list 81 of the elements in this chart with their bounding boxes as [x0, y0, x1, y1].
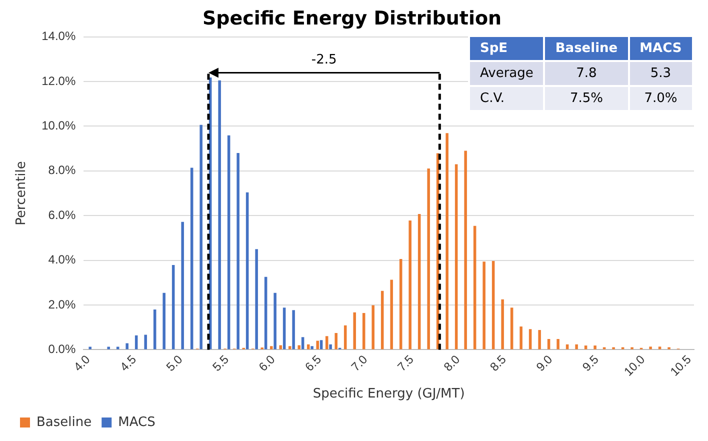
- bar: [246, 192, 249, 350]
- x-tick-label: 7.0: [348, 352, 370, 374]
- y-tick-label: 6.0%: [48, 208, 76, 222]
- annotation: -2.5: [311, 52, 337, 68]
- bar: [399, 258, 402, 350]
- bar: [528, 329, 532, 350]
- annotation: C.V.: [469, 86, 544, 111]
- bar: [492, 260, 495, 350]
- bar: [372, 305, 374, 350]
- y-tick-label: 8.0%: [48, 163, 76, 178]
- x-tick-label: 7.5: [394, 352, 417, 374]
- x-tick-label: 8.5: [487, 352, 510, 374]
- bar: [329, 344, 332, 350]
- y-tick-label: 12.0%: [42, 74, 76, 88]
- bar: [446, 133, 448, 350]
- bar: [408, 220, 412, 350]
- bar: [282, 308, 286, 350]
- x-tick-label: 5.5: [210, 352, 232, 374]
- bar: [126, 343, 128, 350]
- x-tick-label: 6.0: [256, 352, 278, 374]
- bar: [200, 124, 202, 350]
- bar: [292, 310, 295, 350]
- x-tick-label: 8.0: [440, 352, 463, 374]
- bar: [464, 150, 467, 350]
- annotation: Average: [469, 60, 544, 86]
- annotation: 7.0%: [628, 86, 693, 111]
- bar: [454, 164, 458, 350]
- bar: [473, 226, 476, 350]
- bar: [264, 276, 268, 350]
- x-tick-label: 5.0: [163, 352, 186, 374]
- bar: [298, 345, 300, 350]
- annotation: MACS: [628, 36, 693, 61]
- bar: [227, 135, 230, 350]
- bar: [218, 80, 221, 350]
- bar: [181, 222, 184, 350]
- legend-label: Baseline: [36, 414, 92, 430]
- bar: [190, 168, 194, 350]
- bar: [501, 299, 504, 350]
- chart-title: Specific Energy Distribution: [202, 7, 502, 30]
- y-tick-label: 14.0%: [42, 29, 76, 44]
- bar: [427, 168, 430, 350]
- bar: [310, 346, 314, 350]
- bar: [279, 345, 282, 350]
- y-tick-label: 2.0%: [48, 297, 76, 312]
- bar: [538, 330, 541, 350]
- x-tick-label: 6.5: [302, 352, 324, 374]
- x-tick-label: 4.5: [117, 352, 140, 374]
- x-axis-title: Specific Energy (GJ/MT): [312, 386, 465, 402]
- y-axis-title: Percentile: [14, 161, 30, 226]
- bar: [594, 345, 596, 350]
- y-tick-label: 4.0%: [48, 252, 76, 267]
- x-tick-label: 9.5: [580, 352, 602, 374]
- y-tick-label: 10.0%: [42, 118, 76, 133]
- bar: [162, 292, 166, 350]
- legend-label: MACS: [118, 414, 156, 430]
- bar: [172, 264, 175, 350]
- bar: [482, 262, 486, 350]
- bar: [520, 326, 522, 350]
- bar: [649, 346, 652, 350]
- bar: [353, 312, 356, 350]
- bar: [418, 214, 421, 350]
- bar: [362, 313, 366, 350]
- bar: [236, 153, 240, 350]
- bar: [153, 309, 156, 350]
- x-tick-label: 9.0: [533, 352, 556, 374]
- bar: [510, 308, 514, 350]
- annotation: Baseline: [544, 36, 629, 61]
- bar: [380, 290, 384, 350]
- bar: [334, 332, 338, 350]
- bar: [556, 338, 560, 350]
- bar: [144, 334, 147, 350]
- bar: [255, 249, 258, 350]
- annotation: 5.3: [628, 60, 693, 86]
- annotation: SpE: [469, 36, 544, 61]
- annotation: 7.8: [544, 60, 629, 86]
- bar: [575, 344, 578, 350]
- annotation: 7.5%: [544, 86, 629, 111]
- bar: [390, 280, 393, 350]
- bar: [301, 337, 304, 350]
- bar: [274, 292, 276, 350]
- bar: [316, 340, 319, 350]
